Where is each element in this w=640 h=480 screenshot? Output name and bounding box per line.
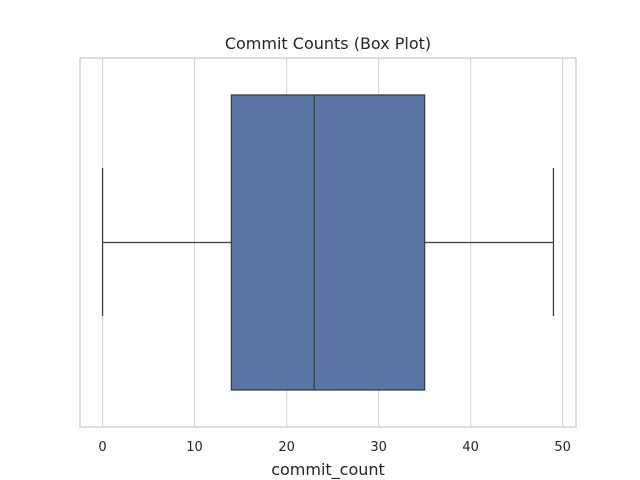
x-tick-label: 10 bbox=[186, 440, 203, 455]
x-tick-label: 0 bbox=[98, 440, 106, 455]
box-iqr bbox=[230, 94, 426, 391]
x-tick-label: 40 bbox=[462, 440, 479, 455]
x-axis-label: commit_count bbox=[271, 460, 385, 480]
x-tick-label: 50 bbox=[554, 440, 571, 455]
chart-title: Commit Counts (Box Plot) bbox=[225, 34, 431, 53]
plot-frame bbox=[79, 57, 577, 428]
plot-area: 0 10 20 30 40 50 bbox=[79, 57, 577, 455]
x-tick-label: 30 bbox=[370, 440, 387, 455]
x-tick-label: 20 bbox=[278, 440, 295, 455]
